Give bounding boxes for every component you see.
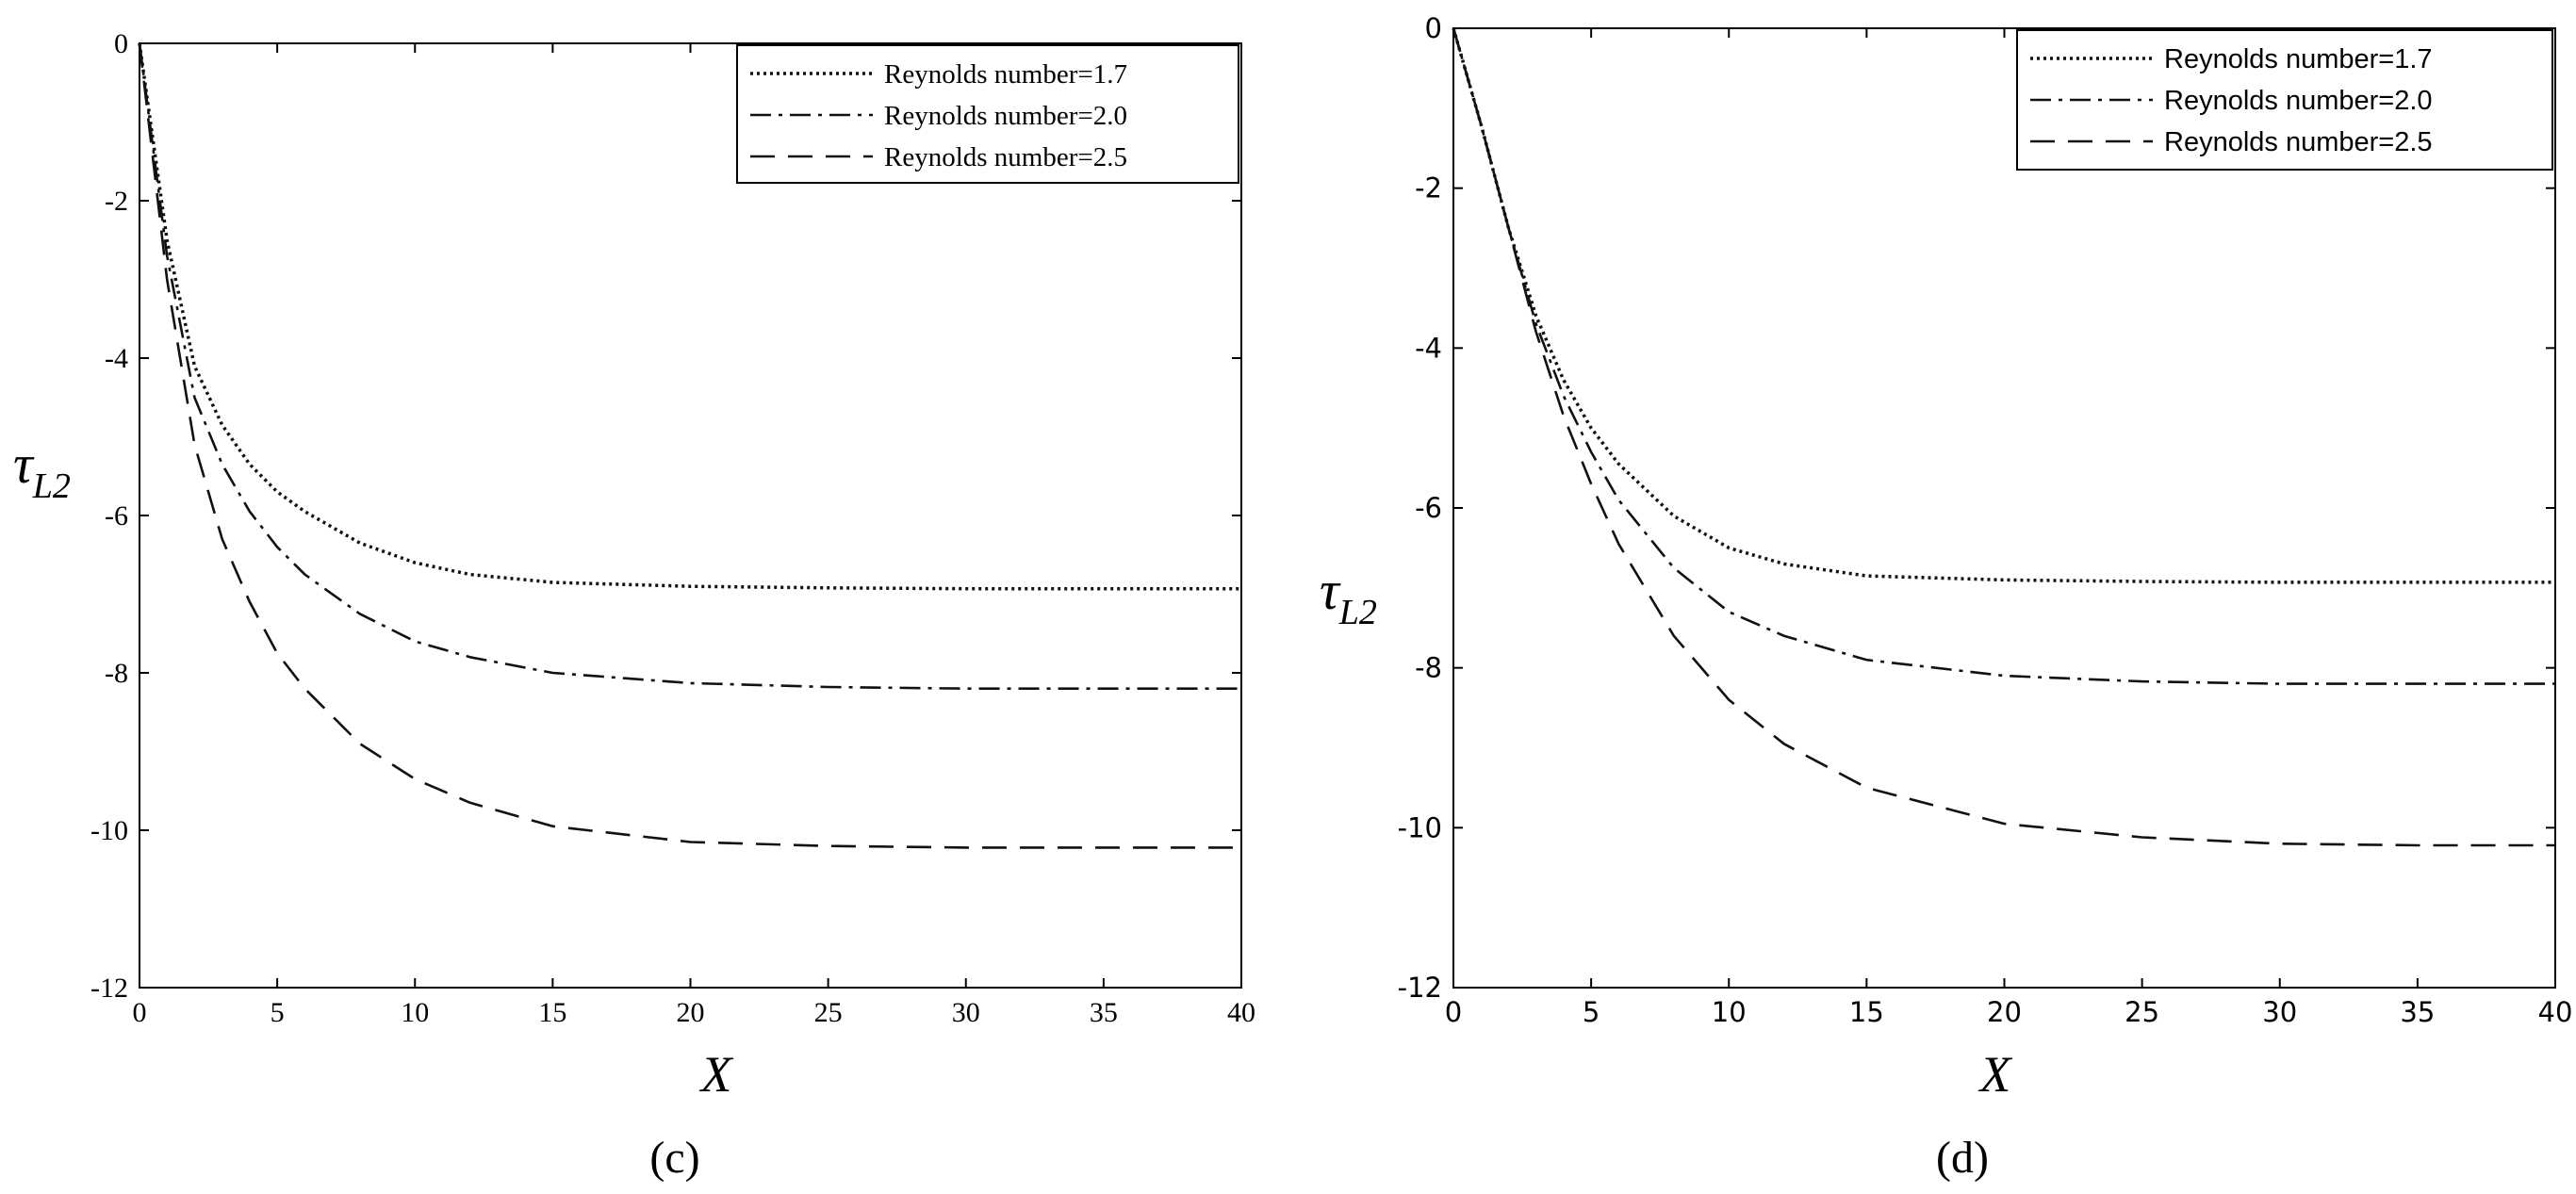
y-tick-label: -12 <box>1398 972 1442 1004</box>
y-tick-label: -10 <box>90 815 128 846</box>
y-tick-label: -8 <box>1415 652 1442 684</box>
y-tick-label: -10 <box>1398 811 1442 843</box>
x-tick-label: 0 <box>1445 996 1462 1028</box>
legend-label-3: Reynolds number=2.5 <box>884 142 1127 172</box>
legend-label-3: Reynolds number=2.5 <box>2164 127 2433 157</box>
y-axis-label: τL2 <box>1320 560 1377 632</box>
series-line-2 <box>1452 27 2555 685</box>
chart-panel-c: 0 5 10 15 20 25 30 35 40 0 -2 -4 -6 -8 -10 -12 Reynolds … <box>13 28 1255 1183</box>
y-tick-label: -4 <box>1415 332 1442 364</box>
plot-frame <box>139 42 1242 989</box>
y-tick-label: -2 <box>105 186 128 217</box>
y-axis-label-subscript: L2 <box>32 466 71 506</box>
x-tick-label: 15 <box>1849 996 1884 1028</box>
y-axis-label-main: τ <box>1320 560 1341 621</box>
x-tick-label: 35 <box>1090 997 1118 1028</box>
y-tick-label: 0 <box>114 28 128 59</box>
y-tick-label: -4 <box>105 343 128 374</box>
x-axis-label: X <box>1978 1046 2013 1103</box>
y-tick-label: -12 <box>90 973 128 1004</box>
x-tick-label: 25 <box>814 997 843 1028</box>
x-tick-label: 10 <box>1712 996 1747 1028</box>
legend-label-2: Reynolds number=2.0 <box>884 101 1127 131</box>
x-tick-label: 30 <box>952 997 980 1028</box>
legend-label-2: Reynolds number=2.0 <box>2164 86 2433 116</box>
series-line-3 <box>138 42 1241 849</box>
legend-label-1: Reynolds number=1.7 <box>2164 44 2433 74</box>
x-tick-label: 15 <box>538 997 566 1028</box>
x-axis-label: X <box>699 1046 734 1103</box>
x-tick-label: 40 <box>1227 997 1255 1028</box>
x-tick-label: 5 <box>271 997 285 1028</box>
y-tick-label: 0 <box>1425 12 1442 44</box>
x-tick-label: 25 <box>2125 996 2159 1028</box>
x-tick-label: 20 <box>1987 996 2022 1028</box>
chart-panel-d: 0 5 10 15 20 25 30 35 40 0 -2 -4 -6 -8 -10 -12 Reynolds … <box>1320 12 2572 1183</box>
x-tick-label: 10 <box>401 997 429 1028</box>
series-line-3 <box>1452 27 2555 847</box>
x-tick-label: 0 <box>133 997 147 1028</box>
y-tick-label: -8 <box>105 658 128 689</box>
x-tick-label: 35 <box>2400 996 2435 1028</box>
panel-caption: (d) <box>1936 1133 1989 1183</box>
x-tick-label: 20 <box>677 997 705 1028</box>
y-axis-label: τL2 <box>13 433 71 506</box>
y-tick-label: -2 <box>1415 172 1442 204</box>
plot-frame <box>1452 27 2556 989</box>
y-axis-label-subscript: L2 <box>1338 593 1377 632</box>
y-axis-label-main: τ <box>13 433 35 495</box>
y-tick-label: -6 <box>105 500 128 532</box>
x-tick-label: 30 <box>2262 996 2297 1028</box>
legend-box <box>2016 29 2553 171</box>
x-tick-label: 40 <box>2538 996 2573 1028</box>
legend: Reynolds number=1.7 Reynolds number=2.0 Re… <box>2016 29 2553 171</box>
legend-label-1: Reynolds number=1.7 <box>884 59 1127 90</box>
legend: Reynolds number=1.7 Reynolds number=2.0 Re… <box>736 44 1239 184</box>
y-tick-label: -6 <box>1415 492 1442 524</box>
panel-caption: (c) <box>649 1133 699 1183</box>
x-tick-label: 5 <box>1583 996 1600 1028</box>
